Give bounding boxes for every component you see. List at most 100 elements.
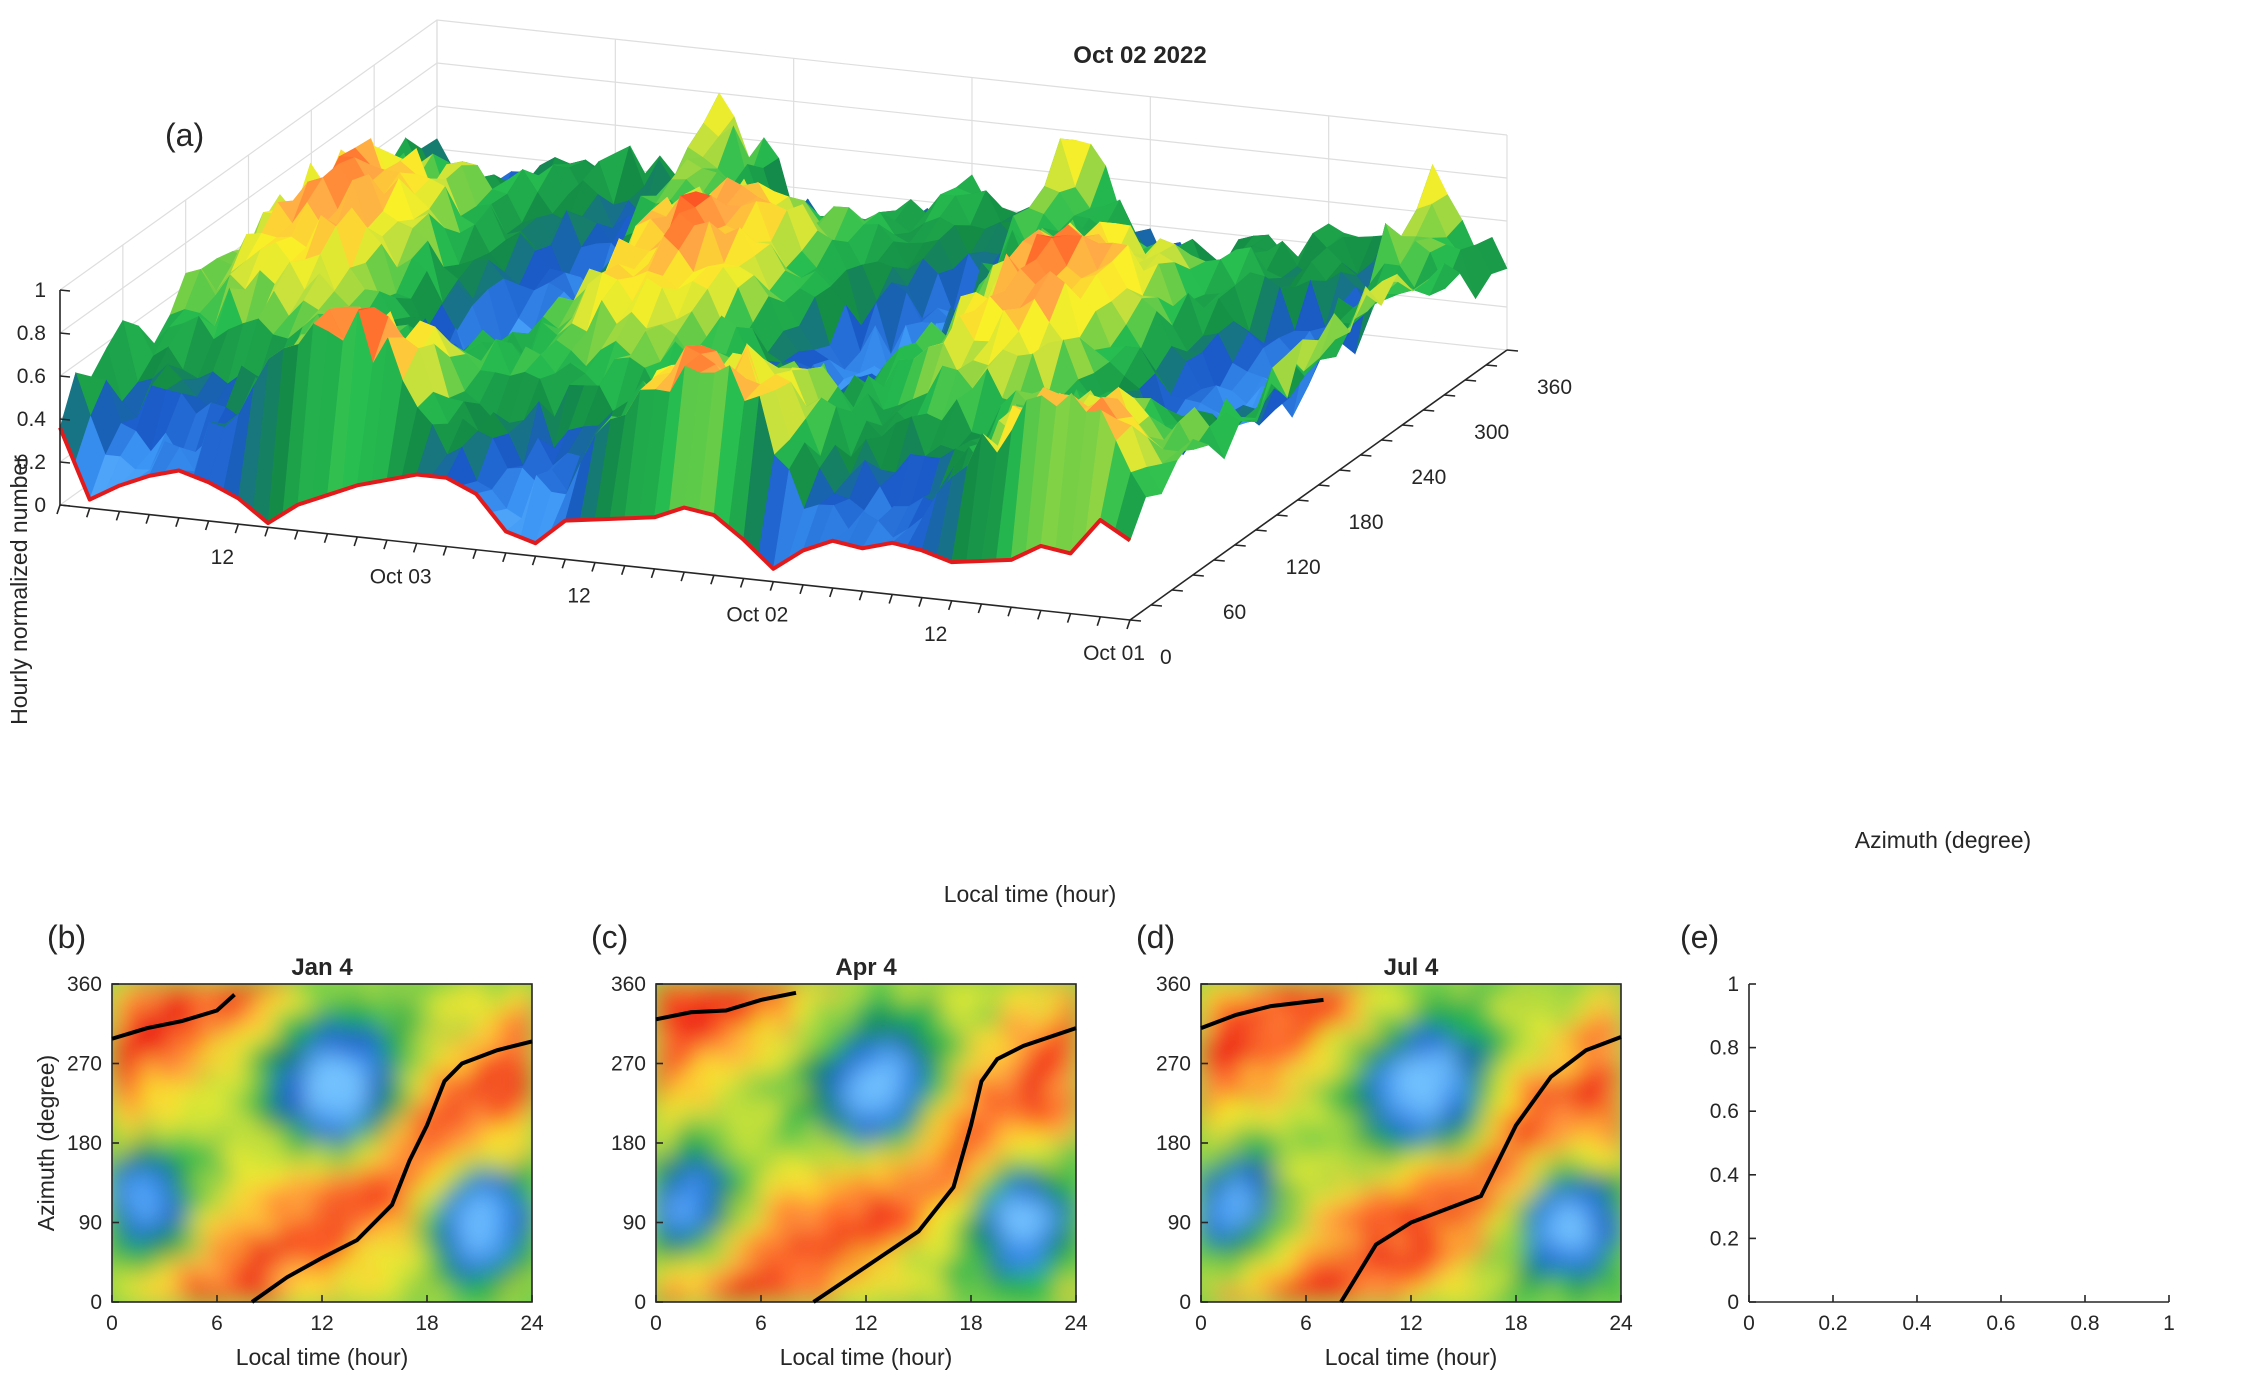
panel-d-heat-cell <box>1440 984 1457 1000</box>
panel-b-heat-cell <box>246 997 263 1014</box>
panel-d-heat-cell <box>1515 1156 1532 1173</box>
panel-b-heat-cell <box>501 1055 518 1072</box>
panel-d-heat-cell <box>1260 1011 1277 1029</box>
panel-b-heat-cell <box>321 1214 338 1231</box>
panel-c-heat-cell <box>730 1286 747 1302</box>
panel-c-heat-cell <box>970 1026 987 1043</box>
panel-c-heat-cell <box>880 1055 897 1072</box>
panel-d-heat-cell <box>1575 1199 1592 1217</box>
panel-c-heat-cell <box>805 1228 822 1246</box>
panel-d-heat-cell <box>1230 1026 1247 1043</box>
panel-c-heat-cell <box>775 1084 792 1101</box>
panel-c-heat-cell <box>910 1272 927 1289</box>
panel-b-heat-cell <box>171 1185 188 1202</box>
panel-d-heat-cell <box>1305 1272 1322 1289</box>
panel-c-heat-cell <box>895 1142 912 1159</box>
panel-d-heat-cell <box>1545 1243 1562 1260</box>
panel-b-heat-cell <box>441 1084 458 1101</box>
panel-b-heat-cell <box>171 1170 188 1188</box>
panel-b-heat-cell <box>501 1011 518 1029</box>
panel-d-heat-cell <box>1260 1199 1277 1217</box>
panel-c-heat-cell <box>745 1185 762 1202</box>
panel-c-heat-cell <box>880 1185 897 1202</box>
panel-d-heat-cell <box>1380 984 1397 1000</box>
panel-a-ttick-label: 12 <box>567 585 590 608</box>
panel-d-heat-cell <box>1395 1069 1412 1087</box>
panel-d-heat-cell <box>1215 1127 1232 1144</box>
panel-c-heat-cell <box>1060 1011 1076 1029</box>
panel-b-heat-cell <box>486 1142 503 1159</box>
panel-d-heat-cell <box>1201 1170 1217 1188</box>
panel-b-ytick-label: 0 <box>90 1291 102 1314</box>
panel-b-heat-cell <box>306 1170 323 1188</box>
panel-c-heat-cell <box>730 1156 747 1173</box>
panel-c-heat-cell <box>1000 984 1017 1000</box>
panel-b-heat-cell <box>396 1113 413 1130</box>
panel-c-heat-cell <box>880 1199 897 1217</box>
panel-d-heat-cell <box>1365 1185 1382 1202</box>
panel-d-heat-cell <box>1260 1185 1277 1202</box>
panel-c-heat-cell <box>895 1055 912 1072</box>
panel-d-heat-cell <box>1605 1011 1621 1029</box>
panel-b-heat-cell <box>426 1214 443 1231</box>
panel-b-heat-cell <box>321 1257 338 1275</box>
panel-d-heat-cell <box>1290 1055 1307 1072</box>
panel-d-heat-cell <box>1605 1142 1621 1159</box>
panel-b-heat-cell <box>396 1199 413 1217</box>
panel-d-heat-cell <box>1530 1142 1547 1159</box>
panel-d-heat-cell <box>1410 1286 1427 1302</box>
panel-a-ztick-label: 0 <box>34 494 46 517</box>
panel-b-heat-cell <box>441 1185 458 1202</box>
panel-c-heat-cell <box>805 1243 822 1260</box>
panel-b-heat-cell <box>216 1156 233 1173</box>
panel-d-heat-cell <box>1575 1185 1592 1202</box>
panel-d-heat-cell <box>1320 1257 1337 1275</box>
panel-b-heat-cell <box>201 1113 218 1130</box>
panel-b-heat-cell <box>291 1127 308 1144</box>
panel-d-heat-cell <box>1575 984 1592 1000</box>
panel-c-heat-cell <box>656 1185 672 1202</box>
panel-d-heat-cell <box>1365 1170 1382 1188</box>
panel-c-heat-cell <box>790 1170 807 1188</box>
panel-d-heat-cell <box>1275 1113 1292 1130</box>
panel-b-heat-cell <box>426 1272 443 1289</box>
panel-d-heat-cell <box>1260 1156 1277 1173</box>
panel-d-heat-cell <box>1245 1098 1262 1116</box>
panel-c-heat-cell <box>820 1084 837 1101</box>
panel-b-heat-cell <box>291 984 308 1000</box>
panel-b-heat-cell <box>186 1170 203 1188</box>
panel-d-heat-cell <box>1305 1156 1322 1173</box>
panel-c-ytick-label: 360 <box>611 973 646 996</box>
panel-d-heat-cell <box>1230 1040 1247 1058</box>
panel-d-heat-cell <box>1260 1055 1277 1072</box>
panel-b-heat-cell <box>441 1272 458 1289</box>
panel-b-heat-cell <box>501 1026 518 1043</box>
panel-b-xtick-label: 0 <box>106 1312 118 1335</box>
panel-d-heat-cell <box>1500 984 1517 1000</box>
panel-b-heat-cell <box>411 984 428 1000</box>
panel-d-heat-cell <box>1260 1113 1277 1130</box>
panel-a-aztick-label: 300 <box>1474 421 1509 444</box>
panel-b-heat-cell <box>291 1142 308 1159</box>
panel-d-heat-cell <box>1245 1026 1262 1043</box>
panel-c-heat-cell <box>805 1142 822 1159</box>
panel-b-heat-cell <box>516 1113 532 1130</box>
panel-d-heat-cell <box>1440 1026 1457 1043</box>
panel-c-heat-cell <box>910 1185 927 1202</box>
panel-b-heat-cell <box>516 1185 532 1202</box>
panel-b-heat-cell <box>411 1098 428 1116</box>
panel-d-heat-cell <box>1395 1026 1412 1043</box>
panel-c-heat-cell <box>940 1156 957 1173</box>
panel-b-heat-cell <box>306 1113 323 1130</box>
panel-b-heat-cell <box>276 1170 293 1188</box>
panel-c-heat-cell <box>1045 1272 1062 1289</box>
panel-b-heat-cell <box>396 1011 413 1029</box>
panel-d-heat-cell <box>1425 1026 1442 1043</box>
panel-c-heat-cell <box>656 984 672 1000</box>
panel-c-heat-cell <box>895 1098 912 1116</box>
panel-c-heat-cell <box>715 1156 732 1173</box>
panel-b-heat-cell <box>141 1272 158 1289</box>
panel-c-heat-cell <box>1015 1026 1032 1043</box>
panel-d-heat-cell <box>1305 1199 1322 1217</box>
panel-b-heat-cell <box>396 1286 413 1302</box>
